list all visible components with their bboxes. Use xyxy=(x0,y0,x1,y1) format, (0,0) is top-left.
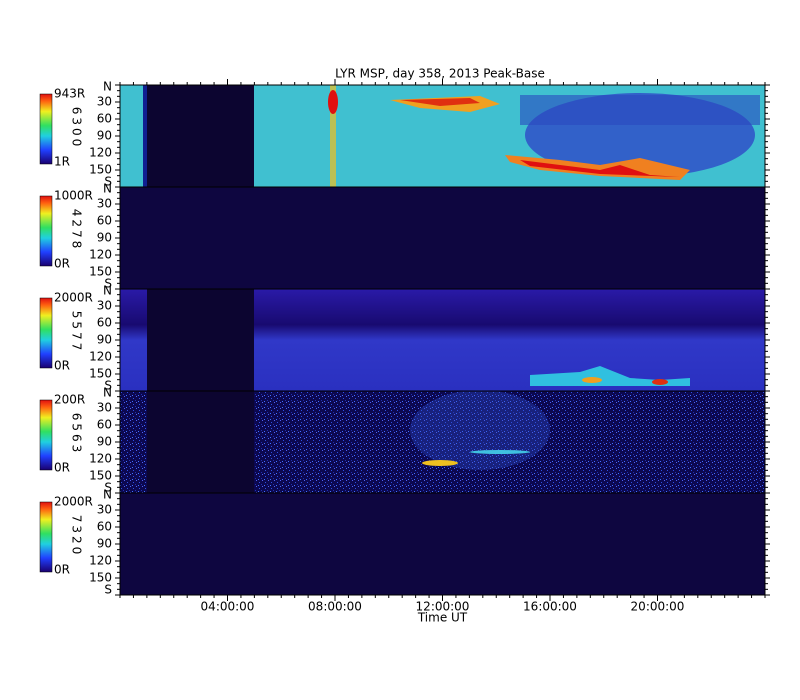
panel-image xyxy=(120,187,765,289)
colorbar-max: 1000R xyxy=(54,189,93,203)
y-tick-label: 90 xyxy=(97,231,112,245)
y-tick-label: 150 xyxy=(89,469,112,483)
colorbar-max: 943R xyxy=(54,87,85,101)
panel-image xyxy=(120,289,765,391)
y-tick-label: 90 xyxy=(97,537,112,551)
y-tick-label: 60 xyxy=(97,214,112,228)
y-tick-label: 30 xyxy=(97,401,112,415)
y-tick-label: 60 xyxy=(97,316,112,330)
y-tick-label: S xyxy=(104,379,112,393)
y-tick-label: S xyxy=(104,277,112,291)
chart-title: LYR MSP, day 358, 2013 Peak-Base xyxy=(335,67,545,81)
y-tick-label: N xyxy=(103,284,112,298)
y-tick-label: N xyxy=(103,80,112,94)
x-tick-label: 20:00:00 xyxy=(631,600,685,614)
colorbar xyxy=(39,195,53,267)
y-tick-label: 150 xyxy=(89,163,112,177)
colorbar xyxy=(39,501,53,573)
y-tick-label: 150 xyxy=(89,265,112,279)
y-tick-label: 90 xyxy=(97,129,112,143)
y-tick-label: 30 xyxy=(97,197,112,211)
y-tick-label: 60 xyxy=(97,112,112,126)
colorbar-min: 0R xyxy=(54,359,70,373)
colorbar xyxy=(39,93,53,165)
y-tick-label: 120 xyxy=(89,452,112,466)
panel-image xyxy=(120,390,765,493)
y-tick-label: 30 xyxy=(97,503,112,517)
y-tick-label: N xyxy=(103,386,112,400)
y-tick-label: 120 xyxy=(89,350,112,364)
y-tick-label: S xyxy=(104,481,112,495)
y-tick-label: 60 xyxy=(97,418,112,432)
y-tick-label: 30 xyxy=(97,299,112,313)
y-tick-label: S xyxy=(104,175,112,189)
y-tick-label: 30 xyxy=(97,95,112,109)
y-tick-label: N xyxy=(103,488,112,502)
colorbar-max: 2000R xyxy=(54,495,93,509)
colorbar-max: 2000R xyxy=(54,291,93,305)
x-tick-label: 12:00:00 xyxy=(416,600,470,614)
colorbar xyxy=(39,297,53,369)
wavelength: 6300 xyxy=(70,107,84,150)
y-tick-label: 120 xyxy=(89,554,112,568)
y-tick-label: 120 xyxy=(89,146,112,160)
y-tick-label: 150 xyxy=(89,367,112,381)
x-tick-label: 04:00:00 xyxy=(201,600,255,614)
y-tick-label: 60 xyxy=(97,520,112,534)
panel-image xyxy=(120,493,765,595)
y-tick-label: 90 xyxy=(97,435,112,449)
wavelength: 6563 xyxy=(70,413,84,456)
colorbar-min: 1R xyxy=(54,155,70,169)
y-tick-label: S xyxy=(104,583,112,597)
colorbar-min: 0R xyxy=(54,461,70,475)
x-tick-label: 16:00:00 xyxy=(523,600,577,614)
y-tick-label: 150 xyxy=(89,571,112,585)
wavelength: 7320 xyxy=(70,515,84,558)
y-tick-label: 90 xyxy=(97,333,112,347)
colorbar-min: 0R xyxy=(54,563,70,577)
panel-image xyxy=(120,85,765,187)
x-tick-label: 08:00:00 xyxy=(308,600,362,614)
colorbar-min: 0R xyxy=(54,257,70,271)
colorbar-max: 200R xyxy=(54,393,85,407)
wavelength: 5577 xyxy=(70,311,84,354)
colorbar xyxy=(39,399,53,471)
x-axis-label: Time UT xyxy=(417,611,468,625)
wavelength: 4278 xyxy=(70,209,84,252)
y-tick-label: 120 xyxy=(89,248,112,262)
y-tick-label: N xyxy=(103,182,112,196)
